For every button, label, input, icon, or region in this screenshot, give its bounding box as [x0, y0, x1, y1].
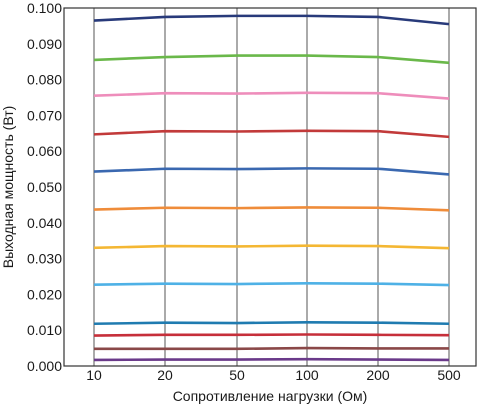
- series-line-10: [93, 333, 450, 337]
- y-tick-label: 0.040: [27, 215, 62, 231]
- series-line-12: [93, 357, 450, 362]
- series-lines: [93, 14, 450, 362]
- series-line-5: [93, 167, 450, 176]
- y-tick-label: 0.020: [27, 286, 62, 302]
- series-line-3: [93, 91, 450, 100]
- x-tick-label: 50: [229, 367, 245, 383]
- series-line-1: [93, 14, 450, 26]
- series-line-11: [94, 346, 449, 351]
- x-tick-label: 20: [157, 367, 173, 383]
- y-tick-label: 0.090: [27, 36, 62, 52]
- x-tick-label: 200: [366, 367, 390, 383]
- x-tick-labels: 10 20 50 100 200 500: [86, 367, 461, 383]
- grid: [93, 8, 450, 366]
- series-line-6: [93, 206, 450, 212]
- y-tick-label: 0.060: [27, 143, 62, 159]
- y-tick-label: 0.000: [27, 358, 62, 374]
- y-tick-label: 0.100: [27, 0, 62, 16]
- y-tick-label: 0.030: [27, 251, 62, 267]
- x-tick-label: 500: [437, 367, 461, 383]
- series-line-4: [93, 129, 450, 139]
- y-tick-label: 0.080: [27, 72, 62, 88]
- y-tick-label: 0.050: [27, 179, 62, 195]
- series-line-2: [93, 54, 450, 65]
- plot-frame: [63, 7, 477, 367]
- series-line-7: [93, 244, 450, 250]
- x-tick-label: 10: [86, 367, 102, 383]
- series-line-9: [93, 321, 450, 326]
- y-axis-title: Выходная мощность (Вт): [0, 106, 16, 269]
- y-tick-label: 0.070: [27, 107, 62, 123]
- x-tick-label: 100: [295, 367, 319, 383]
- y-tick-labels: 0.000 0.010 0.020 0.030 0.040 0.050 0.060 0.070…: [27, 0, 62, 374]
- series-line-8: [93, 281, 450, 287]
- y-tick-label: 0.010: [27, 322, 62, 338]
- x-axis-title: Сопротивление нагрузки (Ом): [173, 388, 368, 404]
